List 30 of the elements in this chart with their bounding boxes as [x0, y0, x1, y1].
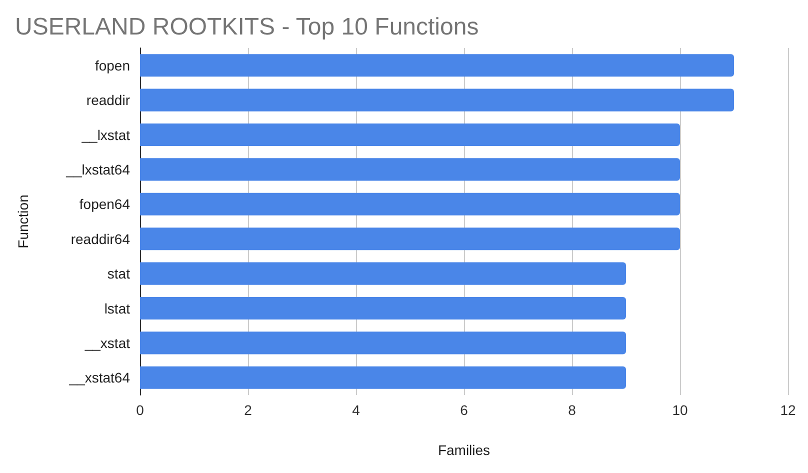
x-tick-label: 4	[352, 402, 360, 418]
y-tick-label: __lxstat	[80, 126, 130, 143]
x-tick-label: 12	[780, 402, 796, 418]
y-tick-label: readdir64	[70, 230, 130, 247]
chart-title: USERLAND ROOTKITS - Top 10 Functions	[15, 14, 479, 40]
bar	[140, 88, 734, 112]
bar	[140, 366, 626, 389]
x-tick-label: 8	[568, 402, 576, 418]
y-tick-label: fopen	[94, 57, 130, 74]
y-tick-label: __xstat64	[68, 370, 130, 386]
bar	[140, 332, 626, 354]
x-tick-label: 2	[244, 402, 252, 418]
bar	[140, 158, 680, 181]
y-tick-label: __lxstat64	[65, 161, 130, 178]
x-tick-label: 10	[672, 402, 688, 418]
bar	[140, 123, 680, 146]
x-tick-label: 0	[136, 402, 144, 418]
y-tick-label: __xstat	[84, 334, 130, 351]
bar	[140, 262, 626, 285]
bar	[140, 192, 680, 216]
y-axis-title: Function	[15, 194, 31, 248]
bar	[140, 54, 734, 77]
y-tick-label: stat	[107, 266, 130, 282]
x-tick-label: 6	[460, 402, 468, 418]
bar	[140, 296, 626, 320]
x-axis-title: Families	[438, 442, 490, 458]
bar	[140, 228, 680, 250]
y-tick-label: readdir	[86, 92, 130, 108]
y-tick-label: fopen64	[79, 196, 130, 212]
y-tick-label: lstat	[104, 300, 130, 316]
